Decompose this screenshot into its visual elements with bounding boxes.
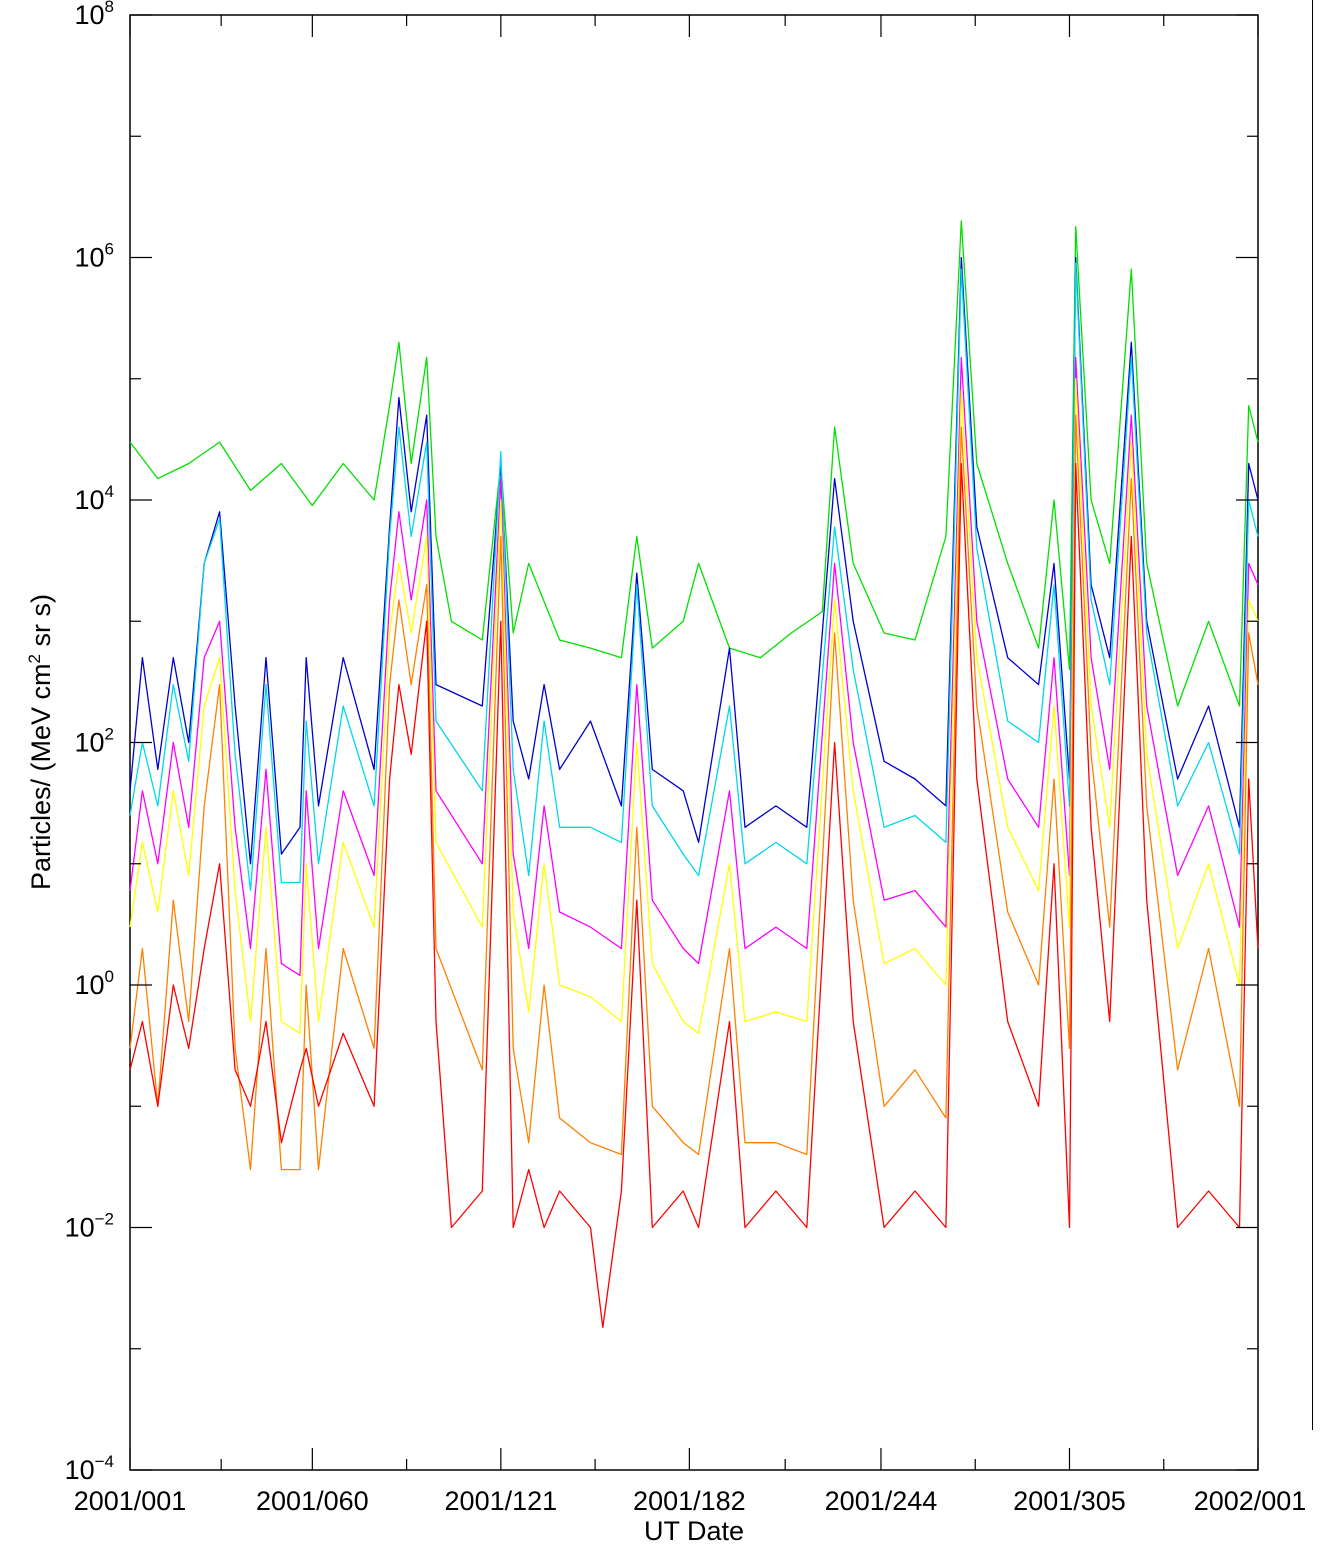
- y-tick-base: 10: [74, 243, 104, 273]
- y-tick-base: 10: [74, 485, 104, 515]
- right-edge-rule: [1312, 0, 1313, 1430]
- y-tick-exponent: 4: [105, 482, 114, 501]
- x-tick-label: 2001/060: [256, 1486, 369, 1516]
- y-axis-label-sup: 2: [25, 654, 44, 663]
- y-tick-label: 10−2: [65, 1210, 114, 1243]
- ticks-layer: [129, 14, 1259, 1471]
- plot-frame: [129, 14, 1259, 1471]
- y-tick-label: 104: [74, 482, 114, 515]
- y-tick-label: 106: [74, 240, 114, 273]
- x-axis-label: UT Date: [644, 1516, 744, 1546]
- y-tick-label: 10−4: [65, 1452, 114, 1485]
- x-tick-label: 2001/121: [445, 1486, 558, 1516]
- y-tick-base: 10: [65, 1213, 95, 1243]
- y-axis-label-prefix: Particles/ (MeV cm: [26, 663, 56, 890]
- y-tick-exponent: 2: [105, 725, 114, 744]
- y-tick-label: 108: [74, 0, 114, 30]
- series-line-3: [129, 262, 1259, 892]
- series-line-6: [129, 414, 1259, 1171]
- y-tick-exponent: −2: [95, 1210, 114, 1229]
- y-tick-exponent: 8: [105, 0, 114, 16]
- y-tick-exponent: 6: [105, 240, 114, 259]
- y-axis-label: Particles/ (MeV cm2 sr s): [25, 594, 56, 890]
- y-tick-base: 10: [74, 728, 104, 758]
- y-axis-label-suffix: sr s): [26, 594, 56, 654]
- y-tick-exponent: −4: [95, 1452, 114, 1471]
- y-tick-base: 10: [74, 970, 104, 1000]
- series-layer: [129, 220, 1259, 1329]
- y-tick-exponent: 0: [105, 967, 114, 986]
- series-line-5: [129, 378, 1259, 1034]
- x-tick-label: 2002/001: [1194, 1486, 1307, 1516]
- x-tick-label: 2001/001: [74, 1486, 187, 1516]
- x-tick-label: 2001/244: [825, 1486, 938, 1516]
- y-tick-label: 100: [74, 967, 114, 1000]
- y-tick-base: 10: [65, 1455, 95, 1485]
- x-tick-label: 2001/182: [633, 1486, 746, 1516]
- y-tick-base: 10: [74, 0, 104, 30]
- x-tick-label: 2001/305: [1013, 1486, 1126, 1516]
- y-tick-label: 102: [74, 725, 114, 758]
- series-line-1: [129, 220, 1259, 707]
- series-line-7: [129, 462, 1259, 1329]
- x-tick-labels: 2001/001 2001/060 2001/121 2001/182 2001/244…: [74, 1486, 1307, 1516]
